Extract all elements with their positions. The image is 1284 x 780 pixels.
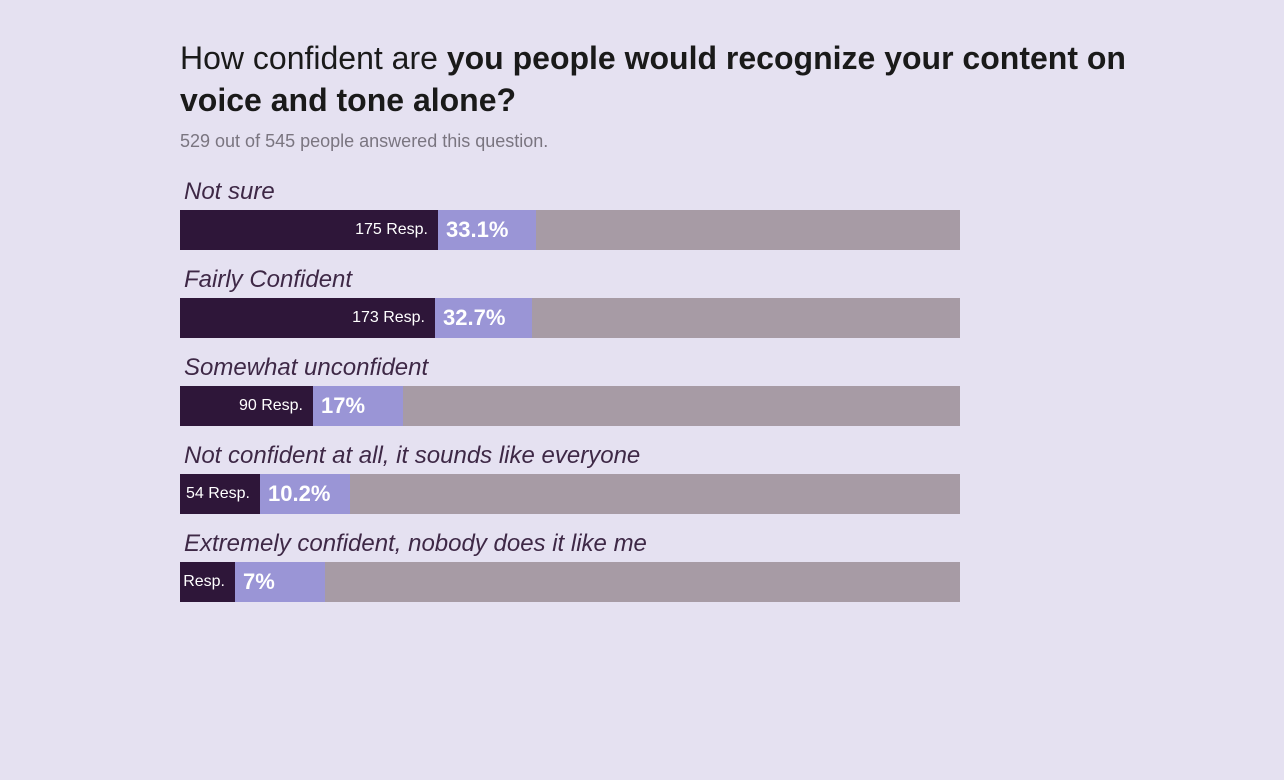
percentage-value: 10.2% [268, 481, 330, 507]
chart-title: How confident are you people would recog… [180, 38, 1214, 121]
percentage-value: 17% [321, 393, 365, 419]
chart-title-light: How confident are [180, 40, 447, 76]
bar-chart-container: Not sure 175 Resp. 33.1% Fairly Confident 17… [180, 178, 1214, 602]
bar-track: 54 Resp. 10.2% [180, 474, 960, 514]
bar-row: Extremely confident, nobody does it like… [180, 530, 1214, 602]
percentage-value: 32.7% [443, 305, 505, 331]
bar-label: Not confident at all, it sounds like eve… [180, 442, 1214, 470]
bar-label: Extremely confident, nobody does it like… [180, 530, 1214, 558]
bar-track: 175 Resp. 33.1% [180, 210, 960, 250]
respondent-count: 175 Resp. [355, 221, 428, 239]
bar-fill-dark: 173 Resp. [180, 298, 435, 338]
bar-fill-light: 10.2% [260, 474, 350, 514]
bar-label: Somewhat unconfident [180, 354, 1214, 382]
respondent-count: 54 Resp. [186, 485, 250, 503]
chart-subtitle: 529 out of 545 people answered this ques… [180, 131, 1214, 152]
bar-row: Not sure 175 Resp. 33.1% [180, 178, 1214, 250]
bar-fill-light: 32.7% [435, 298, 532, 338]
respondent-count: 37 Resp. [180, 573, 225, 591]
bar-fill-dark: 37 Resp. [180, 562, 235, 602]
bar-row: Fairly Confident 173 Resp. 32.7% [180, 266, 1214, 338]
percentage-value: 7% [243, 569, 275, 595]
bar-fill-light: 17% [313, 386, 403, 426]
bar-fill-light: 33.1% [438, 210, 536, 250]
bar-label: Fairly Confident [180, 266, 1214, 294]
bar-fill-dark: 54 Resp. [180, 474, 260, 514]
respondent-count: 90 Resp. [239, 397, 303, 415]
bar-label: Not sure [180, 178, 1214, 206]
bar-track: 173 Resp. 32.7% [180, 298, 960, 338]
respondent-count: 173 Resp. [352, 309, 425, 327]
bar-fill-dark: 175 Resp. [180, 210, 438, 250]
bar-fill-dark: 90 Resp. [180, 386, 313, 426]
bar-track: 90 Resp. 17% [180, 386, 960, 426]
bar-row: Not confident at all, it sounds like eve… [180, 442, 1214, 514]
percentage-value: 33.1% [446, 217, 508, 243]
bar-row: Somewhat unconfident 90 Resp. 17% [180, 354, 1214, 426]
bar-track: 37 Resp. 7% [180, 562, 960, 602]
bar-fill-light: 7% [235, 562, 325, 602]
survey-chart-card: How confident are you people would recog… [0, 0, 1284, 780]
